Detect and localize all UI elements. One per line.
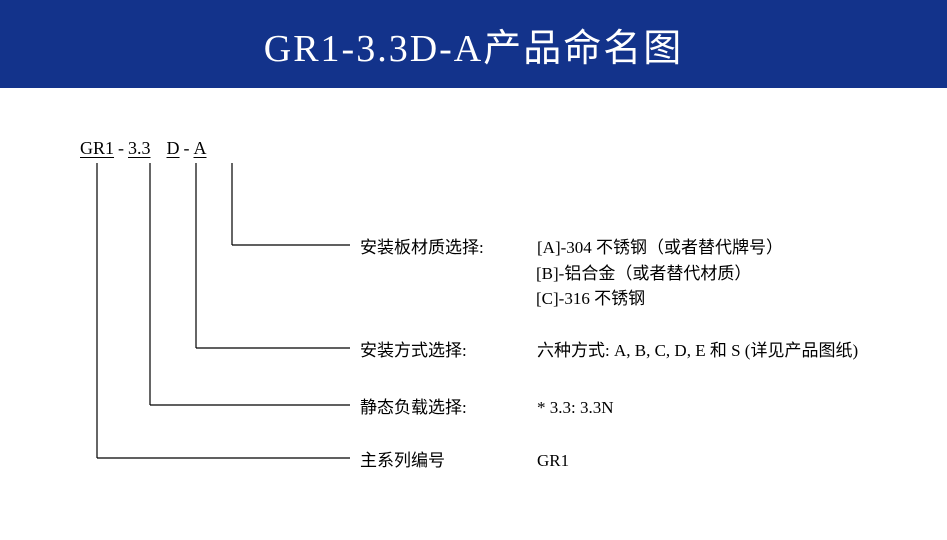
header-banner: GR1-3.3D-A产品命名图 [0,0,947,88]
code-part-1: 3.3 [128,138,151,159]
desc-label: 静态负载选择: [360,395,505,421]
code-separator: - [118,138,124,159]
code-separator: - [184,138,190,159]
description-row-1: 安装方式选择: 六种方式: A, B, C, D, E 和 S (详见产品图纸) [360,338,858,364]
desc-extra-line: [C]-316 不锈钢 [536,286,783,312]
desc-label: 安装方式选择: [360,338,505,364]
description-row-3: 主系列编号 GR1 [360,448,569,474]
description-row-0: 安装板材质选择: [A]-304 不锈钢（或者替代牌号）[B]-铝合金（或者替代材… [360,235,783,312]
desc-value: * 3.3: 3.3N [537,395,614,421]
desc-value: GR1 [537,448,569,474]
header-title: GR1-3.3D-A产品命名图 [264,17,683,72]
desc-extra-line: [B]-铝合金（或者替代材质） [536,261,783,287]
desc-value: [A]-304 不锈钢（或者替代牌号） [537,235,783,261]
desc-label: 主系列编号 [360,448,505,474]
naming-diagram: GR1 - 3.3 D - A 安装板材质选择: [A]-304 不锈钢（或者替代… [0,88,947,540]
code-part-3: A [194,138,207,159]
description-row-2: 静态负载选择: * 3.3: 3.3N [360,395,614,421]
code-part-0: GR1 [80,138,114,159]
desc-value: 六种方式: A, B, C, D, E 和 S (详见产品图纸) [537,338,858,364]
desc-label: 安装板材质选择: [360,235,505,261]
code-part-2: D [167,138,180,159]
product-code: GR1 - 3.3 D - A [80,138,207,159]
